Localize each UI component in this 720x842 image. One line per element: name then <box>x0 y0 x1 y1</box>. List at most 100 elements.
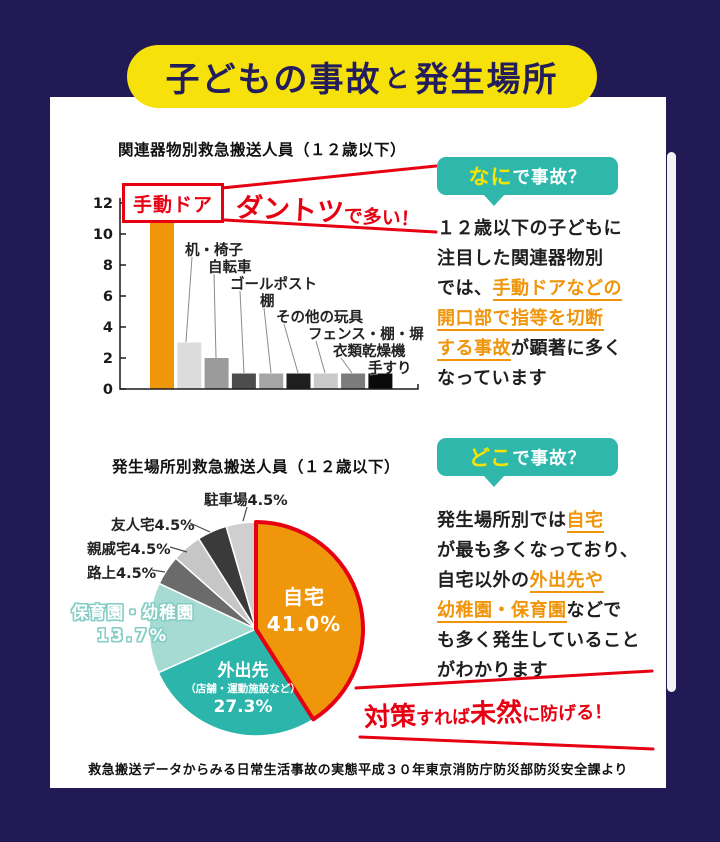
plain-text: なっています <box>437 368 548 389</box>
svg-text:6: 6 <box>103 289 113 305</box>
bar-label-dryer: 衣類乾燥機 <box>333 344 406 360</box>
title-connector: と <box>384 63 412 93</box>
pie-label-home: 自宅 41.0% <box>252 584 356 638</box>
text-line: では、手動ドアなどの <box>437 274 643 304</box>
pie-label-nursery-pct: 13.7% <box>96 626 170 645</box>
plain-text: などで <box>566 600 622 621</box>
pie-chart <box>148 506 365 737</box>
highlighted-text: する事故 <box>437 338 511 361</box>
svg-text:4: 4 <box>103 320 113 336</box>
bar-衣類乾燥機 <box>341 373 366 389</box>
bar-label-desk-chair: 机・椅子 <box>185 243 243 259</box>
svg-text:0: 0 <box>103 382 113 398</box>
pie-label-outing-pct: 27.3% <box>213 697 273 717</box>
axes <box>119 198 419 390</box>
plain-text: が最も多くなっており、 <box>437 540 639 561</box>
text-line: １２歳以下の子どもに <box>437 214 643 244</box>
bar-chart-title: 関連器物別救急搬送人員（１２歳以下） <box>118 141 407 159</box>
y-axis-ticks: 0 2 4 6 8 10 12 <box>93 196 126 398</box>
bar-series <box>150 203 393 389</box>
plain-text: 自宅以外の <box>437 570 530 591</box>
page-title: 子どもの事故と発生場所 <box>127 45 597 108</box>
bar-その他の玩具 <box>286 373 311 389</box>
text-line: 注目した関連器物別 <box>437 244 643 274</box>
pie-label-home-pct: 41.0% <box>266 612 342 636</box>
pie-slices <box>148 520 365 737</box>
pie-leader-lines <box>151 506 248 573</box>
annotation-prevention-small1: すれば <box>415 706 471 730</box>
bar-chart: 0 2 4 6 8 10 12 <box>93 196 419 398</box>
svg-text:8: 8 <box>103 258 113 274</box>
text-line: がわかります <box>437 656 643 686</box>
pie-label-outing-sub: （店舗・運動施設など） <box>185 683 301 695</box>
title-part2: 発生場所 <box>414 60 559 100</box>
svg-text:12: 12 <box>93 196 113 212</box>
plain-text: では、 <box>437 278 493 299</box>
pie-label-nursery: 保育園・幼稚園 13.7% <box>58 601 208 647</box>
text-line: なっています <box>437 364 643 394</box>
badge-what-rest: で事故？ <box>512 167 587 188</box>
pie-chart-title: 発生場所別救急搬送人員（１２歳以下） <box>112 458 401 476</box>
highlighted-text: 手動ドアなどの <box>492 278 622 301</box>
pie-label-road: 路上4.5% <box>87 566 157 582</box>
plain-text: 発生場所別では <box>437 510 567 531</box>
title-part1: 子どもの事故 <box>165 60 382 100</box>
pie-slice-自宅 <box>254 520 365 722</box>
badge-what: なに で事故？ <box>437 157 618 206</box>
annotation-prevention-big2: 未然 <box>469 697 523 730</box>
bar-手動ドア <box>150 203 174 389</box>
badge-where-rest: で事故？ <box>512 448 587 469</box>
pie-label-outing-name: 外出先 <box>217 661 269 681</box>
plain-text: １２歳以下の子どもに <box>437 218 622 239</box>
bar-自転車 <box>204 358 229 389</box>
scrollbar[interactable] <box>667 152 676 692</box>
highlighted-text: 外出先や <box>529 570 604 593</box>
pie-label-relative: 親戚宅4.5% <box>87 542 171 558</box>
svg-text:10: 10 <box>93 227 113 243</box>
bar-label-handrail: 手すり <box>368 361 412 377</box>
pie-label-parking: 駐車場4.5% <box>204 493 288 509</box>
text-line: 発生場所別では自宅 <box>437 506 643 536</box>
text-line: する事故が顕著に多く <box>437 334 643 364</box>
svg-text:2: 2 <box>103 351 113 367</box>
pie-label-outing: 外出先 （店舗・運動施設など） 27.3% <box>172 660 314 718</box>
badge-what-highlight: なに <box>468 165 513 189</box>
text-line: も多く発生していること <box>437 626 643 656</box>
plain-text: も多く発生していること <box>437 630 640 651</box>
annotation-prevention-small2: に防げる！ <box>521 701 613 726</box>
bar-フェンス・棚・塀 <box>313 373 338 389</box>
text-line: 自宅以外の外出先や <box>437 566 643 596</box>
bar-label-goalpost: ゴールポスト <box>230 277 317 293</box>
plain-text: 注目した関連器物別 <box>437 248 604 269</box>
label-leader-lines <box>185 256 379 376</box>
bar-棚 <box>259 373 284 389</box>
pie-slice-保育園・幼稚園 <box>148 582 257 674</box>
plain-text: がわかります <box>437 660 548 681</box>
bar-ゴールポスト <box>231 373 256 389</box>
pie-label-home-name: 自宅 <box>283 585 325 609</box>
paragraph-what: １２歳以下の子どもに 注目した関連器物別 では、手動ドアなどの 開口部で指等を切断 する… <box>437 214 643 394</box>
highlighted-text: 開口部で指等を切断 <box>437 308 604 331</box>
bar-label-shelf: 棚 <box>260 294 275 310</box>
manual-door-callout: 手動ドア <box>122 183 224 223</box>
pie-label-friend: 友人宅4.5% <box>111 518 195 534</box>
plain-text: が顕著に多く <box>511 338 622 359</box>
pie-label-nursery-name: 保育園・幼稚園 <box>71 603 195 622</box>
bar-机・椅子 <box>177 342 202 389</box>
text-line: が最も多くなっており、 <box>437 536 643 566</box>
badge-where: どこ で事故？ <box>437 438 618 487</box>
bar-手すり <box>368 373 393 389</box>
highlighted-text: 自宅 <box>566 510 604 533</box>
text-line: 幼稚園・保育園などで <box>437 596 643 626</box>
badge-where-highlight: どこ <box>468 446 513 470</box>
highlighted-text: 幼稚園・保育園 <box>437 600 567 623</box>
bar-label-other-toys: その他の玩具 <box>276 310 363 326</box>
annotation-prevention-big1: 対策 <box>363 701 417 734</box>
bar-label-fence: フェンス・棚・塀 <box>308 327 424 343</box>
paragraph-where: 発生場所別では自宅 が最も多くなっており、 自宅以外の外出先や 幼稚園・保育園などでも… <box>437 506 643 686</box>
source-citation: 救急搬送データからみる日常生活事故の実態平成３０年東京消防庁防災部防災安全課より <box>88 763 628 778</box>
annotation-dantotsu-big: ダントツ <box>235 192 345 229</box>
annotation-dantotsu-small: で多い！ <box>343 204 421 231</box>
text-line: 開口部で指等を切断 <box>437 304 643 334</box>
